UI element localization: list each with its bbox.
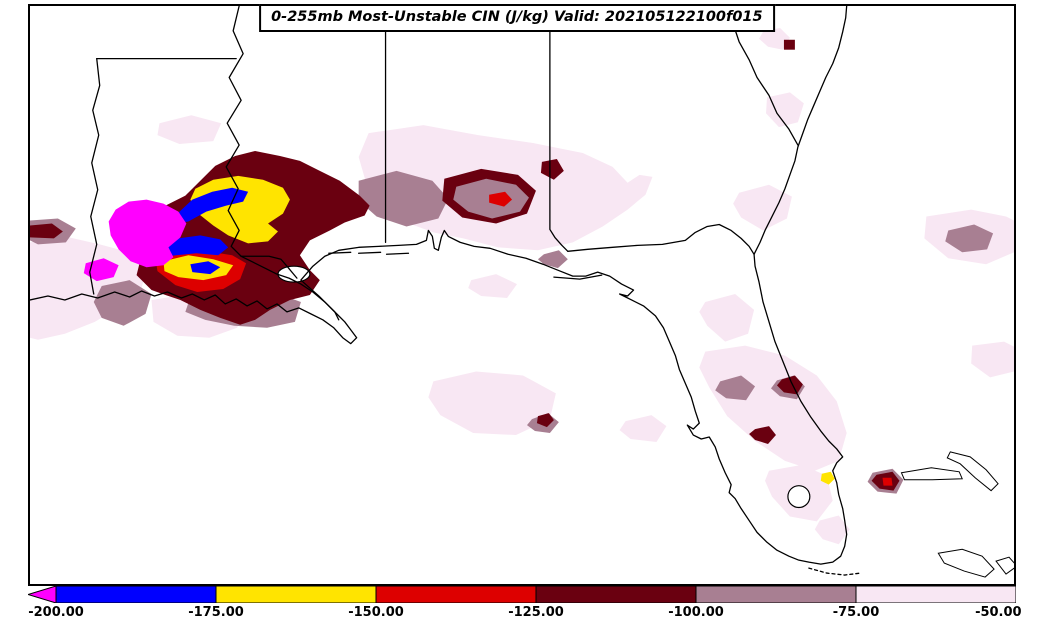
mississippi-river	[225, 6, 244, 257]
border-georgia-florida	[567, 223, 755, 255]
colorbar-tick-label: -75.00	[832, 605, 880, 620]
island-grand-bahama	[900, 467, 963, 481]
colorbar-segment-4	[535, 586, 697, 603]
islands	[900, 451, 1014, 578]
mississippi-river-lower	[240, 255, 340, 321]
colorbar-tick-label: -125.00	[508, 605, 564, 620]
colorbar-tick-label: -175.00	[188, 605, 244, 620]
border-alabama-georgia	[549, 6, 569, 252]
border-louisiana-mississippi-south	[240, 255, 298, 279]
map-frame: 0-255mb Most-Unstable CIN (J/kg) Valid: …	[28, 4, 1016, 586]
colorbar-tick-label: -150.00	[348, 605, 404, 620]
state-borders	[89, 6, 799, 321]
colorbar-arrow-below-min	[28, 586, 57, 603]
colorbar-tick-labels: -200.00 -175.00 -150.00 -125.00 -100.00 …	[28, 605, 1021, 623]
map-canvas	[30, 6, 1014, 578]
gulf-atlantic-coastline	[30, 6, 848, 565]
colorbar-segment-5	[695, 586, 857, 603]
florida-keys	[808, 567, 862, 576]
colorbar-segment-6	[855, 586, 1016, 603]
colorbar-tick-label: -200.00	[28, 605, 84, 620]
colorbar	[28, 586, 1016, 603]
colorbar-tick-label: -50.00	[975, 605, 1022, 620]
colorbar-segment-1	[55, 586, 217, 603]
island-andros	[937, 548, 995, 578]
cin-band-below-200	[83, 199, 187, 282]
colorbar-canvas	[28, 586, 1016, 603]
coastlines	[30, 6, 862, 576]
barrier-islands	[328, 251, 603, 280]
lake-okeechobee	[787, 485, 811, 509]
island-small	[995, 556, 1014, 575]
colorbar-tick-label: -100.00	[668, 605, 724, 620]
colorbar-segment-2	[215, 586, 377, 603]
colorbar-segment-3	[375, 586, 537, 603]
island-abaco	[946, 451, 999, 492]
border-texas-louisiana	[89, 57, 101, 295]
map-title: 0-255mb Most-Unstable CIN (J/kg) Valid: …	[259, 4, 775, 32]
